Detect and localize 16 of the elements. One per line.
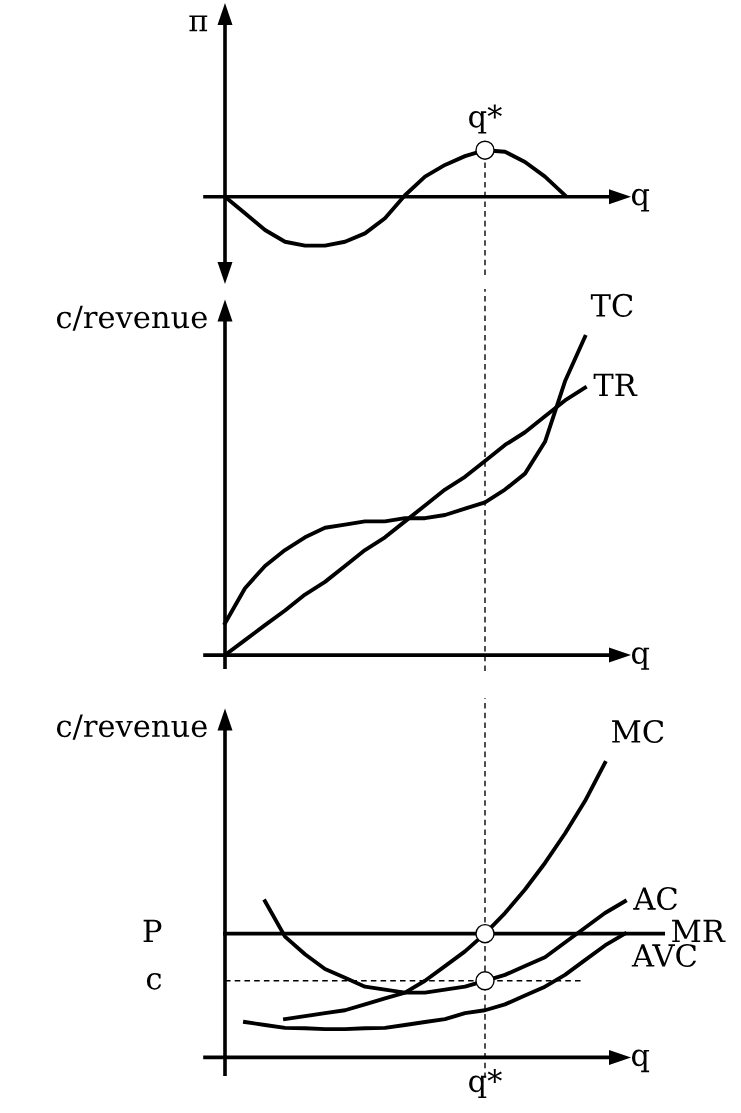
text: P	[143, 919, 162, 943]
ref-line-label: c	[146, 972, 162, 990]
x-axis-title: q	[631, 647, 650, 670]
series-label: TR	[593, 373, 638, 397]
text: q*	[469, 1069, 502, 1099]
series-label: AVC	[631, 943, 697, 968]
y-axis-title: π	[189, 15, 208, 32]
x-axis-title: q	[631, 1049, 650, 1073]
series-label: TC	[590, 293, 633, 317]
series-label: MC	[612, 719, 664, 743]
y-axis-title: c/revenue	[56, 714, 207, 740]
series-label: MR	[672, 919, 726, 943]
y-axis-title: c/revenue	[56, 305, 207, 331]
x-axis-title: q	[631, 188, 650, 212]
text: q*	[469, 104, 502, 134]
series-label: AC	[633, 887, 677, 911]
